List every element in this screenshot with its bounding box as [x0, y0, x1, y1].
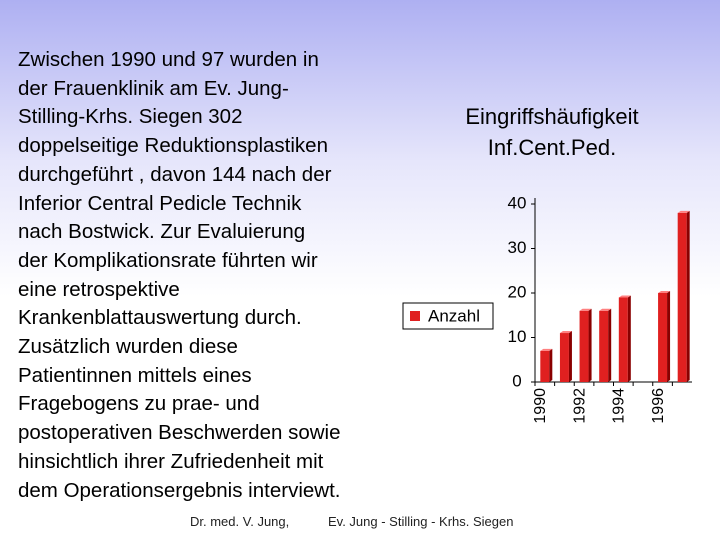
y-tick-label: 40 [508, 193, 527, 212]
bar-front [559, 333, 569, 382]
paragraph-line: dem Operationsergebnis interviewt. [18, 478, 341, 502]
x-tick-label: 1996 [650, 388, 667, 424]
bar-side [568, 331, 572, 382]
chart-title: Eingriffshäufigkeit [465, 104, 638, 129]
paragraph-line: durchgeführt , davon 144 nach der [18, 162, 332, 186]
legend-swatch [410, 311, 420, 321]
footer-institution: Ev. Jung - Stilling - Krhs. Siegen [328, 514, 514, 529]
y-tick-label: 10 [508, 327, 527, 346]
bar-front [540, 350, 550, 382]
paragraph-line: Patientinnen mittels eines [18, 363, 252, 387]
bar-side [667, 291, 671, 382]
bar [559, 331, 572, 382]
paragraph-line: Stilling-Krhs. Siegen 302 [18, 105, 243, 129]
bar [579, 308, 592, 382]
paragraph-line: der Frauenklinik am Ev. Jung- [18, 76, 289, 100]
paragraph-line: Zwischen 1990 und 97 wurden in [18, 48, 319, 71]
x-tick-label: 1990 [532, 388, 549, 424]
paragraph-line: eine retrospektive [18, 277, 180, 301]
bar-top [540, 348, 553, 351]
bar-top [579, 308, 592, 311]
x-tick-label: 1992 [571, 388, 588, 424]
bar-side [627, 295, 631, 382]
paragraph-line: Fragebogens zu prae- und [18, 392, 260, 416]
bar-top [618, 295, 631, 298]
paragraph-line: postoperativen Beschwerden sowie [18, 421, 341, 445]
paragraph-line: hinsichtlich ihrer Zufriedenheit mit [18, 449, 324, 473]
paragraph-line: nach Bostwick. Zur Evaluierung [18, 220, 306, 244]
paragraph: Zwischen 1990 und 97 wurden in der Frauen… [18, 46, 341, 505]
bar [599, 308, 612, 382]
x-tick-label: 1994 [611, 388, 628, 424]
bar [618, 295, 631, 382]
bar-front [579, 310, 589, 382]
bar-front [677, 212, 687, 382]
bar-top [658, 291, 671, 293]
bar-side [686, 210, 690, 382]
paragraph-line: Zusätzlich wurden diese [18, 335, 238, 359]
chart-subtitle: Inf.Cent.Ped. [488, 135, 616, 160]
y-tick-label: 30 [508, 238, 527, 257]
bar-top [599, 308, 612, 311]
footer-author: Dr. med. V. Jung, [190, 514, 290, 529]
bar-top [677, 210, 690, 213]
legend-label: Anzahl [428, 306, 480, 325]
bar [540, 348, 553, 382]
bar-side [549, 348, 553, 382]
bar-front [658, 293, 668, 382]
bar-side [588, 308, 592, 382]
paragraph-line: Inferior Central Pedicle Technik [18, 191, 302, 215]
paragraph-line: doppelseitige Reduktionsplastiken [18, 134, 328, 158]
y-tick-label: 0 [512, 371, 521, 390]
bar-top [559, 331, 572, 334]
paragraph-line: Krankenblattauswertung durch. [18, 306, 302, 330]
paragraph-line: der Komplikationsrate führten wir [18, 248, 318, 272]
bar-front [599, 310, 609, 382]
bar-front [618, 297, 628, 382]
bar-side [608, 308, 612, 382]
bar [658, 291, 671, 382]
bar [677, 210, 690, 382]
y-tick-label: 20 [508, 282, 527, 301]
